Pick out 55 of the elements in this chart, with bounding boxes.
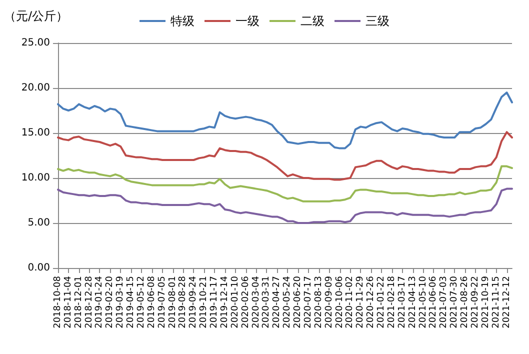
x-tick-label: 2019-02-20 — [105, 276, 116, 328]
legend-label: 一级 — [236, 14, 260, 28]
x-tick-label: 2019-09-24 — [188, 276, 199, 328]
x-tick-label: 2021-08-26 — [460, 276, 470, 328]
x-tick-label: 2018-10-08 — [53, 276, 63, 328]
x-tick-label: 2021-01-22 — [376, 276, 387, 328]
x-tick-label: 2019-07-05 — [157, 276, 168, 328]
x-tick-label: 2021-11-15 — [491, 276, 502, 328]
x-tick-label: 2019-08-01 — [168, 276, 178, 328]
x-tick-label: 2019-05-12 — [136, 276, 146, 328]
x-tick-label: 2020-04-27 — [272, 276, 282, 328]
x-tick-label: 2021-09-22 — [470, 276, 480, 328]
x-tick-label: 2021-02-18 — [386, 276, 397, 328]
x-tick-label: 2018-12-01 — [74, 276, 84, 328]
x-tick-label: 2021-10-19 — [480, 276, 491, 328]
x-tick-label: 2021-07-03 — [439, 276, 450, 328]
legend-label: 二级 — [300, 14, 324, 28]
x-tick-label: 2019-08-28 — [178, 276, 188, 328]
x-tick-label: 2019-01-24 — [94, 276, 105, 328]
y-tick-label: 0.00 — [28, 262, 50, 274]
x-tick-label: 2020-10-06 — [334, 276, 345, 328]
x-tick-label: 2020-12-26 — [366, 276, 376, 328]
x-tick-label: 2021-07-30 — [450, 276, 460, 328]
x-tick-label: 2020-07-17 — [303, 276, 314, 328]
legend-label: 特级 — [170, 14, 194, 28]
x-tick-label: 2019-12-14 — [220, 276, 230, 328]
x-tick-label: 2021-12-12 — [502, 276, 512, 328]
legend-label: 三级 — [366, 14, 390, 28]
x-tick-label: 2020-06-20 — [293, 276, 304, 328]
x-tick-label: 2019-11-17 — [210, 276, 220, 328]
x-tick-label: 2020-09-09 — [324, 276, 334, 328]
x-tick-label: 2018-12-28 — [84, 276, 94, 328]
x-tick-label: 2020-03-04 — [251, 276, 262, 328]
x-tick-label: 2019-03-19 — [116, 276, 126, 328]
x-tick-label: 2020-11-02 — [345, 276, 356, 328]
y-axis-title: （元/公斤） — [4, 9, 68, 23]
y-tick-label: 20.00 — [21, 82, 50, 94]
x-tick-label: 2020-05-24 — [282, 276, 293, 328]
x-tick-label: 2019-06-08 — [146, 276, 157, 328]
x-tick-label: 2020-11-29 — [356, 276, 366, 328]
y-tick-label: 5.00 — [28, 218, 50, 228]
x-tick-label: 2020-01-10 — [230, 276, 240, 328]
x-tick-label: 2020-02-06 — [240, 276, 251, 328]
y-tick-label: 10.00 — [21, 172, 50, 184]
x-tick-label: 2021-05-10 — [418, 276, 428, 328]
x-tick-label: 2020-08-13 — [314, 276, 324, 328]
x-tick-label: 2019-04-15 — [126, 276, 136, 328]
x-tick-label: 2020-03-31 — [262, 276, 272, 328]
x-tick-label: 2021-04-13 — [408, 276, 418, 328]
x-tick-label: 2021-06-06 — [428, 276, 439, 328]
x-tick-label: 2021-03-17 — [397, 276, 408, 328]
x-tick-label: 2018-11-04 — [63, 276, 74, 328]
x-tick-label: 2019-10-21 — [199, 276, 210, 328]
y-tick-label: 25.00 — [21, 38, 50, 48]
y-tick-label: 15.00 — [21, 128, 50, 138]
